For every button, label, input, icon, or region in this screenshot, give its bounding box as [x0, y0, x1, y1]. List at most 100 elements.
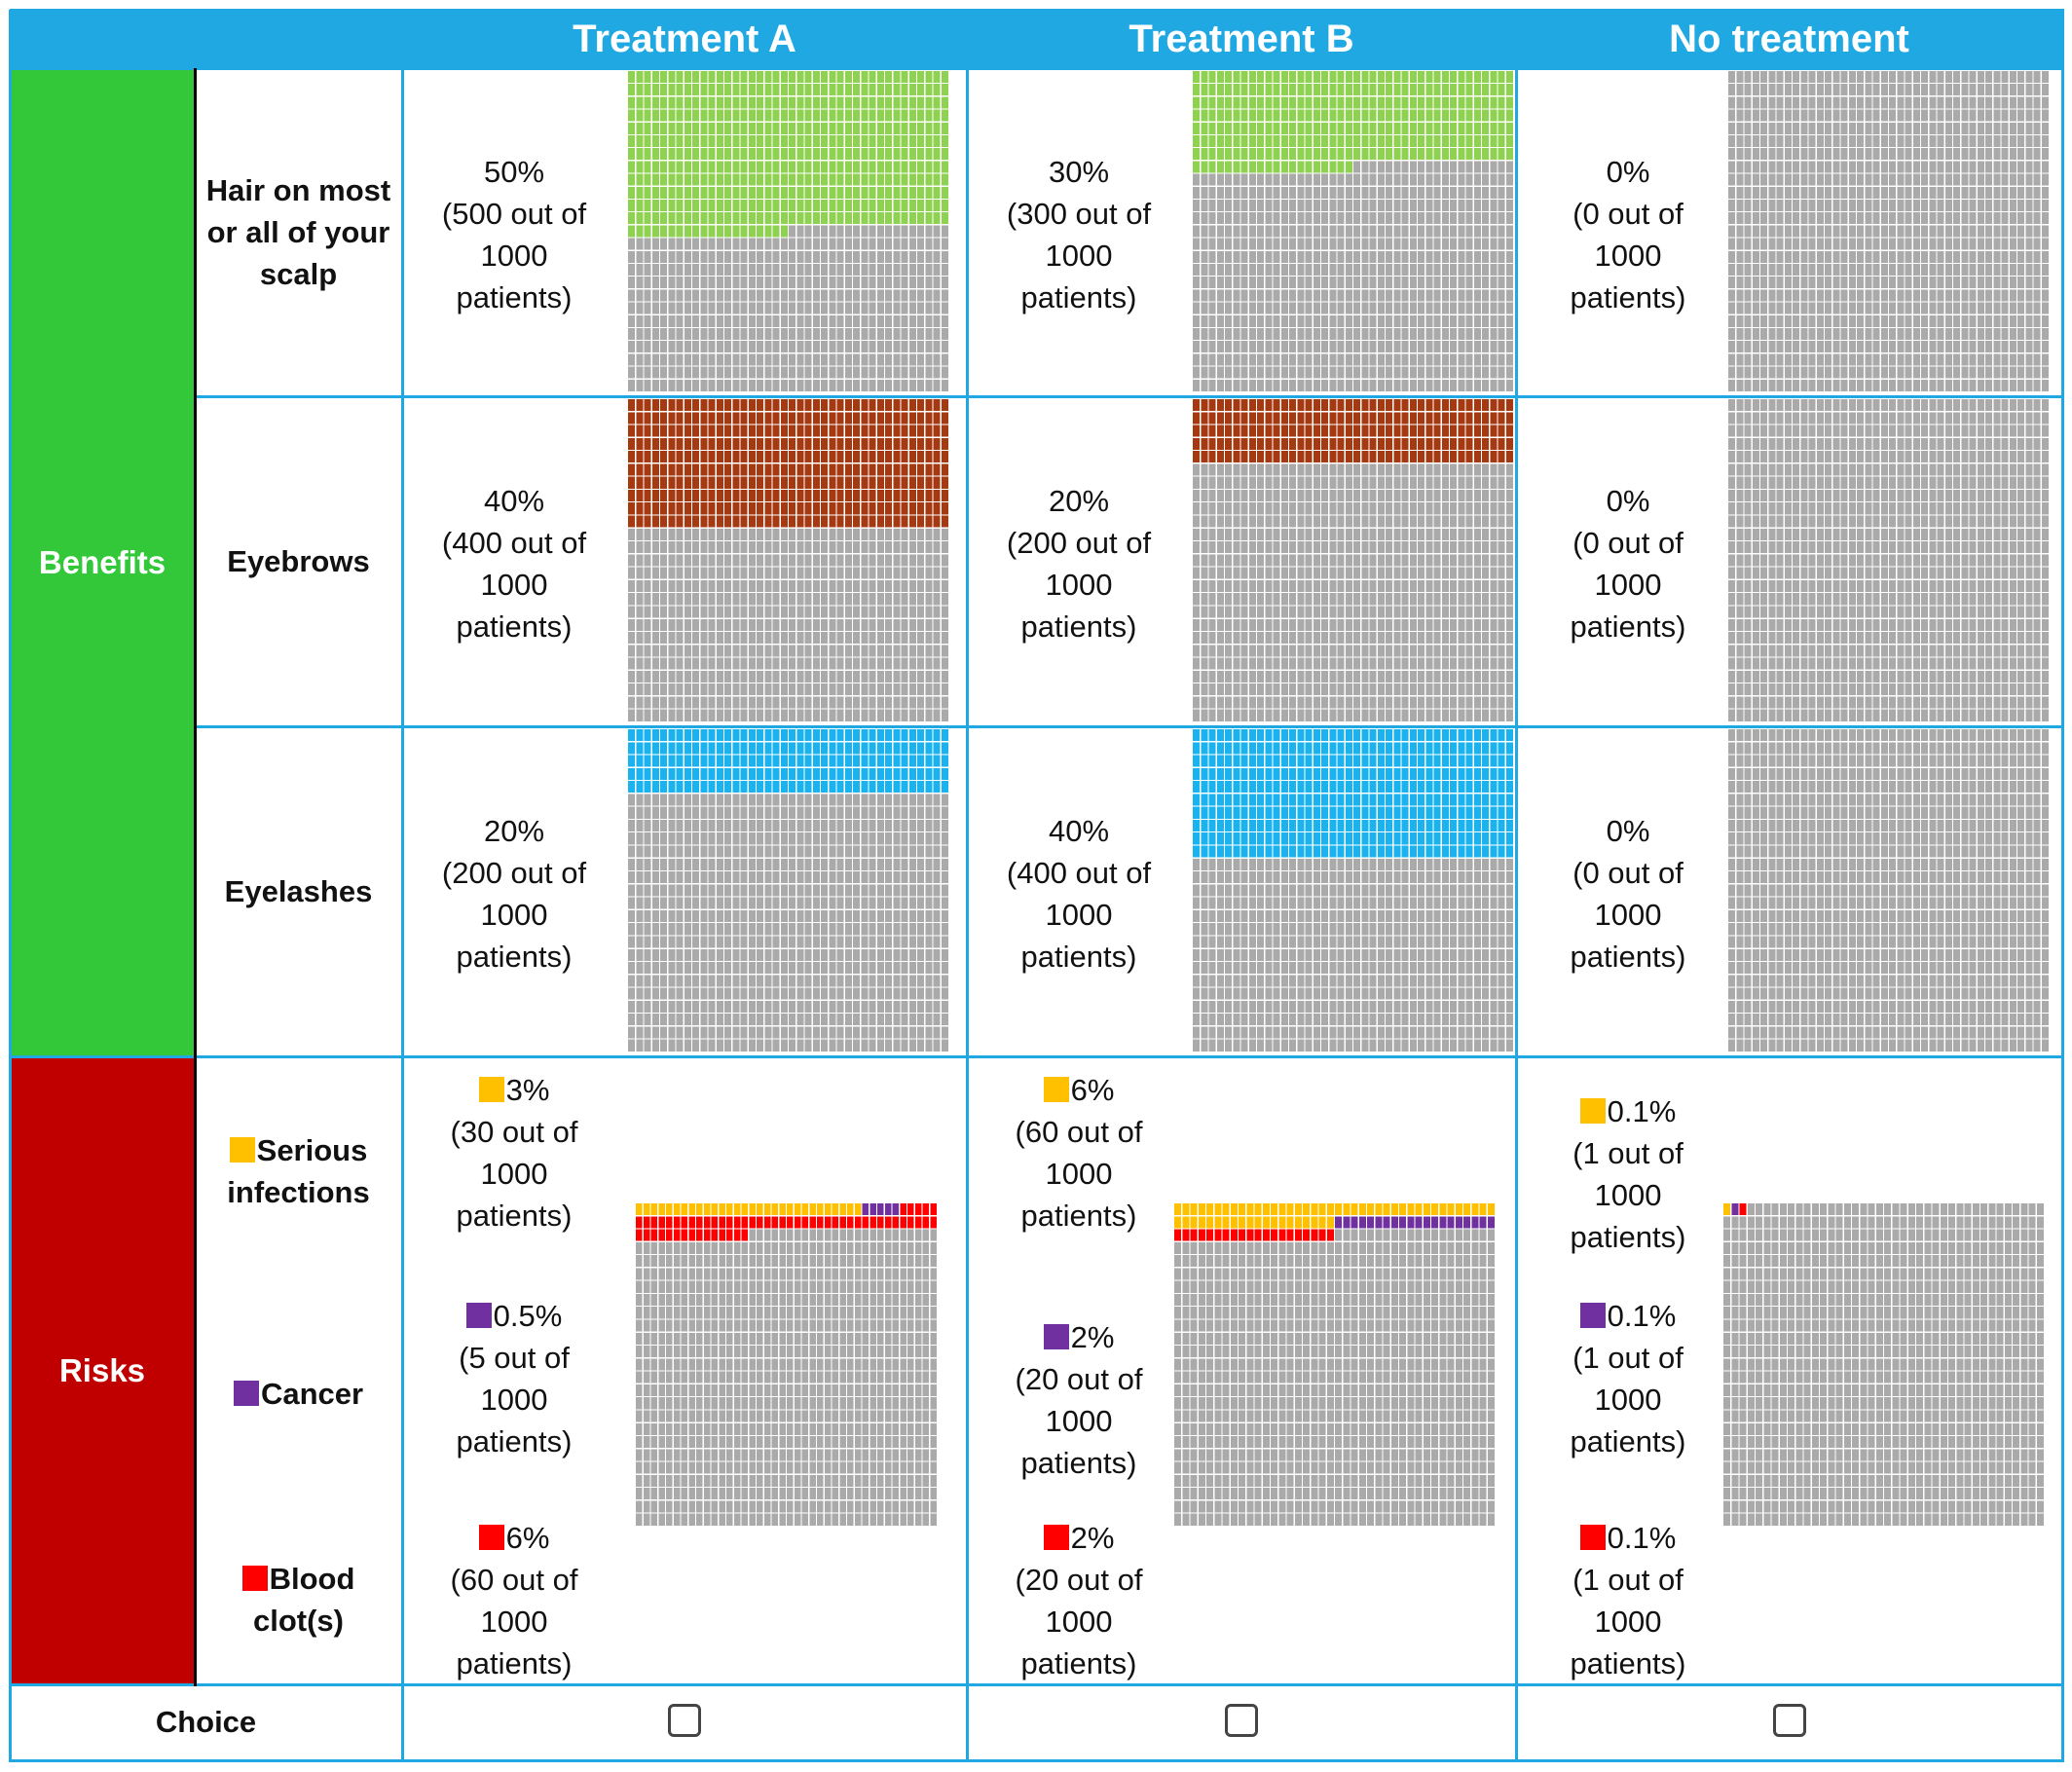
icon-hair [925, 148, 933, 161]
icon-unaffected [668, 645, 676, 657]
icon-unaffected [708, 593, 716, 606]
icon-hair [789, 135, 796, 147]
icon-unaffected [1744, 238, 1752, 250]
icon-unaffected [748, 709, 756, 721]
icon-unaffected [861, 353, 869, 366]
icon-unaffected [861, 277, 869, 289]
icon-hair [853, 96, 861, 109]
icon-unaffected [700, 264, 708, 276]
icon-unaffected [1985, 277, 1993, 289]
icon-unaffected [1912, 314, 1920, 327]
icon-unaffected [1977, 353, 1984, 366]
icon-unaffected [1889, 277, 1897, 289]
icon-hair [692, 161, 700, 173]
icon-unaffected [724, 696, 732, 709]
icon-hair [684, 96, 691, 109]
icon-unaffected [853, 379, 861, 391]
icon-hair [1305, 161, 1313, 173]
icon-unaffected [853, 541, 861, 554]
icon-unaffected [1490, 554, 1498, 567]
icon-eyebrows [853, 412, 861, 425]
icon-unaffected [1728, 84, 1736, 96]
icon-eyebrows [908, 502, 916, 515]
icon-hair [700, 161, 708, 173]
icon-unaffected [1912, 341, 1920, 353]
icon-unaffected [1313, 632, 1320, 645]
icon-unaffected [1832, 71, 1840, 83]
icon-eyebrows [732, 399, 740, 412]
icon-eyebrows [1305, 437, 1313, 450]
icon-unaffected [1465, 618, 1473, 631]
icon-unaffected [1880, 173, 1888, 186]
icon-unaffected [1944, 84, 1952, 96]
icon-unaffected [853, 606, 861, 618]
icon-unaffected [1297, 618, 1305, 631]
icon-unaffected [1257, 670, 1265, 683]
icon-unaffected [1193, 302, 1201, 314]
icon-unaffected [1289, 379, 1297, 391]
icon-unaffected [1776, 277, 1784, 289]
benefit-stat: 50% (500 out of 1000 patients) [422, 151, 607, 318]
icon-unaffected [668, 328, 676, 340]
icon-unaffected [1329, 541, 1337, 554]
icon-eyebrows [1201, 451, 1208, 463]
icon-unaffected [789, 250, 796, 263]
icon-unaffected [2009, 328, 2016, 340]
icon-unaffected [1482, 264, 1490, 276]
icon-unaffected [1905, 277, 1912, 289]
icon-unaffected [2033, 212, 2041, 225]
icon-unaffected [1953, 212, 1961, 225]
icon-unaffected [748, 657, 756, 670]
icon-unaffected [1353, 489, 1361, 502]
icon-unaffected [1208, 579, 1216, 592]
icon-hair [1345, 122, 1352, 134]
column-header-1: Treatment A [402, 10, 967, 68]
icon-unaffected [2041, 71, 2049, 83]
icon-unaffected [757, 302, 764, 314]
icon-unaffected [1273, 606, 1280, 618]
icon-unaffected [1345, 657, 1352, 670]
icon-unaffected [1498, 161, 1505, 173]
icon-unaffected [1736, 212, 1744, 225]
icon-hair [1418, 135, 1425, 147]
icon-unaffected [1784, 109, 1792, 122]
icon-unaffected [740, 238, 748, 250]
icon-unaffected [1240, 463, 1248, 476]
icon-eyebrows [1289, 425, 1297, 437]
icon-unaffected [757, 645, 764, 657]
icon-unaffected [1337, 353, 1345, 366]
icon-unaffected [1832, 225, 1840, 238]
icon-eyebrows [925, 425, 933, 437]
icon-unaffected [1905, 302, 1912, 314]
icon-unaffected [789, 618, 796, 631]
icon-unaffected [804, 657, 812, 670]
icon-hair [836, 109, 844, 122]
icon-unaffected [1433, 225, 1441, 238]
icon-unaffected [1305, 463, 1313, 476]
icon-unaffected [676, 579, 684, 592]
icon-unaffected [1993, 277, 2001, 289]
icon-unaffected [1752, 186, 1759, 199]
icon-eyebrows [1225, 425, 1233, 437]
icon-unaffected [1768, 71, 1776, 83]
icon-eyebrows [812, 451, 820, 463]
icon-unaffected [1816, 161, 1824, 173]
icon-eyebrows [724, 476, 732, 489]
icon-unaffected [1201, 632, 1208, 645]
icon-eyebrows [869, 476, 876, 489]
icon-unaffected [748, 528, 756, 540]
icon-unaffected [821, 670, 829, 683]
icon-unaffected [836, 302, 844, 314]
icon-hair [772, 212, 780, 225]
icon-unaffected [1953, 135, 1961, 147]
icon-eyebrows [716, 489, 723, 502]
icon-eyebrows [1386, 451, 1393, 463]
icon-hair [1329, 161, 1337, 173]
icon-unaffected [1265, 341, 1273, 353]
icon-unaffected [901, 250, 908, 263]
icon-hair [1321, 135, 1329, 147]
icon-eyebrows [829, 463, 836, 476]
icon-unaffected [1425, 289, 1433, 302]
icon-unaffected [1929, 122, 1937, 134]
icon-hair [676, 161, 684, 173]
